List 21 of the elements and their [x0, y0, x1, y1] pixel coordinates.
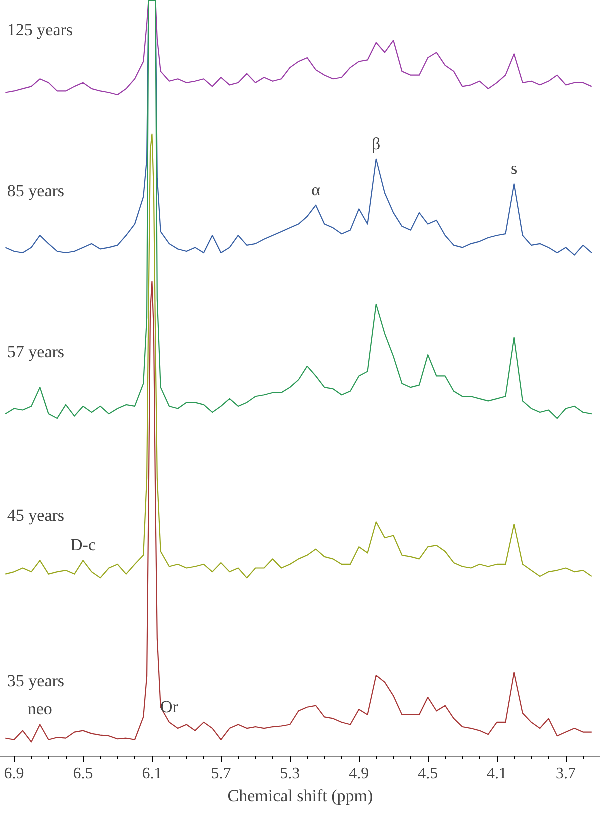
x-tick-label: 4.9: [349, 766, 370, 782]
text: 57 years: [7, 342, 65, 362]
text: 85 years: [7, 182, 65, 201]
annotation: D-c: [70, 536, 96, 555]
x-tick-label: 3.7: [556, 766, 576, 782]
annotation: neo: [28, 700, 52, 719]
x-tick-label: 6.1: [142, 766, 162, 782]
annotation: Or: [160, 697, 179, 716]
x-tick-label: 4.1: [487, 766, 508, 782]
x-tick-label: 5.7: [211, 766, 232, 782]
text: 35 years: [7, 671, 65, 690]
x-tick-label: 6.9: [4, 766, 24, 782]
x-tick-label: 6.5: [73, 766, 94, 782]
annotation: β: [372, 134, 381, 154]
text: 125 years: [7, 20, 74, 40]
text: 45 years: [7, 506, 65, 525]
x-tick-label: 5.3: [280, 766, 300, 782]
x-tick-label: 4.5: [418, 766, 438, 782]
annotation: α: [312, 180, 321, 200]
annotation: s: [510, 159, 518, 178]
x-axis-title: Chemical shift (ppm): [228, 786, 374, 806]
